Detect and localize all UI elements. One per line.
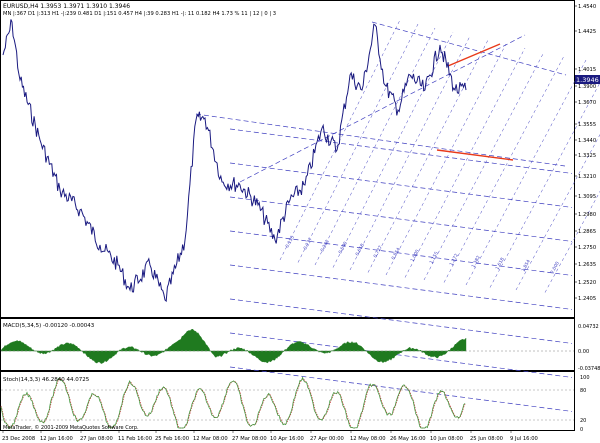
fan-level-label: 1.618: [494, 257, 505, 271]
stoch-axis-ticks: 100 80 20 0: [580, 375, 590, 433]
fan-line[interactable]: [297, 23, 419, 263]
stoch-label: Stoch(14,3,3) 46.2840 44.0725: [3, 377, 90, 383]
fan-level-label: 0.854: [390, 247, 401, 261]
fan-line[interactable]: [443, 55, 565, 283]
fan-level-label: 0.155: [284, 235, 295, 249]
pitchfork-line[interactable]: [229, 128, 573, 174]
copyright-text: MetaTrader, © 2001-2009 MetaQuotes Softw…: [3, 424, 139, 431]
stochastic-panel[interactable]: [0, 371, 575, 431]
red-trend-line-upper[interactable]: [447, 43, 501, 67]
pitchfork-line[interactable]: [371, 21, 567, 76]
fan-level-label: 0.618: [354, 243, 365, 257]
fan-line[interactable]: [515, 68, 600, 291]
time-tick-label: 26 May 16:00: [390, 436, 426, 442]
price-tick-label: 1.3325: [578, 153, 596, 159]
fan-level-label: 1.155: [428, 251, 439, 265]
fan-line[interactable]: [349, 35, 471, 271]
price-series-line: [2, 19, 467, 303]
fan-line[interactable]: [332, 31, 454, 268]
fan-level-label: 0.727: [372, 245, 383, 259]
macd-label: MACD(5,34,5) -0.00120 -0.00043: [3, 323, 95, 329]
fan-line[interactable]: [385, 43, 507, 276]
fan-level-label: 0.237: [302, 237, 313, 251]
fan-line[interactable]: [367, 39, 489, 273]
time-tick-label: 27 Jan 08:00: [80, 436, 113, 442]
price-tick-label: 1.2405: [578, 296, 596, 302]
time-tick-label: 25 Feb 16:00: [155, 436, 189, 442]
time-tick-label: 9 Jul 16:00: [510, 436, 538, 442]
fan-level-label: 2.000: [549, 261, 560, 275]
macd-axis-ticks: 0.04732 0.00 -0.03748: [578, 324, 600, 372]
fan-line[interactable]: [404, 47, 526, 278]
price-tick-label: 1.3210: [578, 174, 596, 180]
pitchfork-line[interactable]: [195, 113, 566, 167]
macd-tick-label: 0.04732: [578, 324, 599, 330]
pitchfork-line[interactable]: [229, 332, 573, 378]
fan-line[interactable]: [423, 51, 545, 281]
fan-level-label: 0.500: [337, 241, 348, 255]
time-tick-label: 11 Feb 16:00: [118, 436, 152, 442]
fan-level-label: 1.382: [470, 255, 481, 269]
price-tick-label: 1.2750: [578, 245, 596, 251]
fan-line[interactable]: [489, 64, 600, 288]
price-tick-label: 1.3095: [578, 194, 596, 200]
indicator-info-header: MN |:367 D1 |:313 H1 -|:239 0.481 D1 |:1…: [3, 11, 276, 17]
pitchfork-line[interactable]: [229, 298, 573, 344]
price-tick-label: 1.3440: [578, 138, 596, 144]
price-tick-label: 1.2980: [578, 212, 596, 218]
price-tick-label: 1.4015: [578, 67, 596, 73]
macd-histogram: [0, 329, 467, 364]
fibonacci-fan-labels: 0.155 0.237 0.382 0.500 0.618 0.727 0.854 1.000…: [284, 235, 560, 275]
stoch-tick-label: 20: [580, 418, 586, 424]
price-tick-label: 1.3900: [578, 84, 596, 90]
pitchfork-line[interactable]: [229, 196, 573, 242]
time-tick-label: 23 Dec 2008: [2, 436, 35, 442]
stoch-tick-label: 0: [580, 427, 583, 433]
pitchfork-line[interactable]: [229, 162, 573, 208]
time-tick-label: 27 Mar 08:00: [232, 436, 267, 442]
symbol-info-header: EURUSD,H4 1.3953 1.3971 1.3910 1.3946: [3, 3, 130, 10]
time-tick-label: 12 May 08:00: [350, 436, 386, 442]
pitchfork-line[interactable]: [229, 264, 573, 310]
macd-tick-label: -0.03748: [578, 366, 600, 372]
red-trend-line-lower[interactable]: [436, 149, 514, 161]
price-tick-label: 1.3670: [578, 100, 596, 106]
price-tick-label: 1.2520: [578, 280, 596, 286]
macd-tick-label: 0.00: [578, 349, 589, 355]
trend-lines[interactable]: [436, 43, 514, 161]
fan-level-label: 1.000: [409, 249, 420, 263]
time-axis: 23 Dec 2008 12 Jan 16:00 27 Jan 08:00 11 Fe…: [2, 430, 538, 442]
fan-level-label: 0.382: [319, 239, 330, 253]
pitchfork-line[interactable]: [229, 230, 573, 276]
time-tick-label: 25 Jun 08:00: [470, 436, 503, 442]
median-line[interactable]: [239, 34, 526, 183]
current-price-tag-bg: [575, 75, 600, 84]
stoch-tick-label: 100: [580, 375, 590, 381]
price-tick-label: 1.4540: [578, 4, 596, 10]
stoch-main-line: [0, 376, 466, 429]
fan-line[interactable]: [314, 27, 436, 266]
fan-level-label: 1.854: [520, 259, 531, 273]
time-tick-label: 12 Mar 08:00: [193, 436, 228, 442]
price-tick-label: 1.2865: [578, 229, 596, 235]
price-tick-label: 1.2635: [578, 262, 596, 268]
current-price-tag: 1.3946: [576, 76, 599, 84]
main-chart-panel[interactable]: [0, 0, 575, 318]
fan-level-label: 1.272: [448, 253, 459, 267]
time-tick-label: 10 Jun 08:00: [430, 436, 463, 442]
price-tick-label: 1.3555: [578, 122, 596, 128]
price-axis-ticks: 1.4540 1.4425 1.4015 1.3900 1.3670 1.3555 1.34…: [574, 4, 596, 302]
time-tick-label: 10 Apr 16:00: [270, 436, 304, 442]
price-tick-label: 1.4425: [578, 29, 596, 35]
time-tick-label: 27 Apr 00:00: [310, 436, 344, 442]
time-tick-label: 12 Jan 16:00: [40, 436, 73, 442]
stoch-tick-label: 80: [580, 388, 586, 394]
fan-line[interactable]: [465, 59, 587, 286]
